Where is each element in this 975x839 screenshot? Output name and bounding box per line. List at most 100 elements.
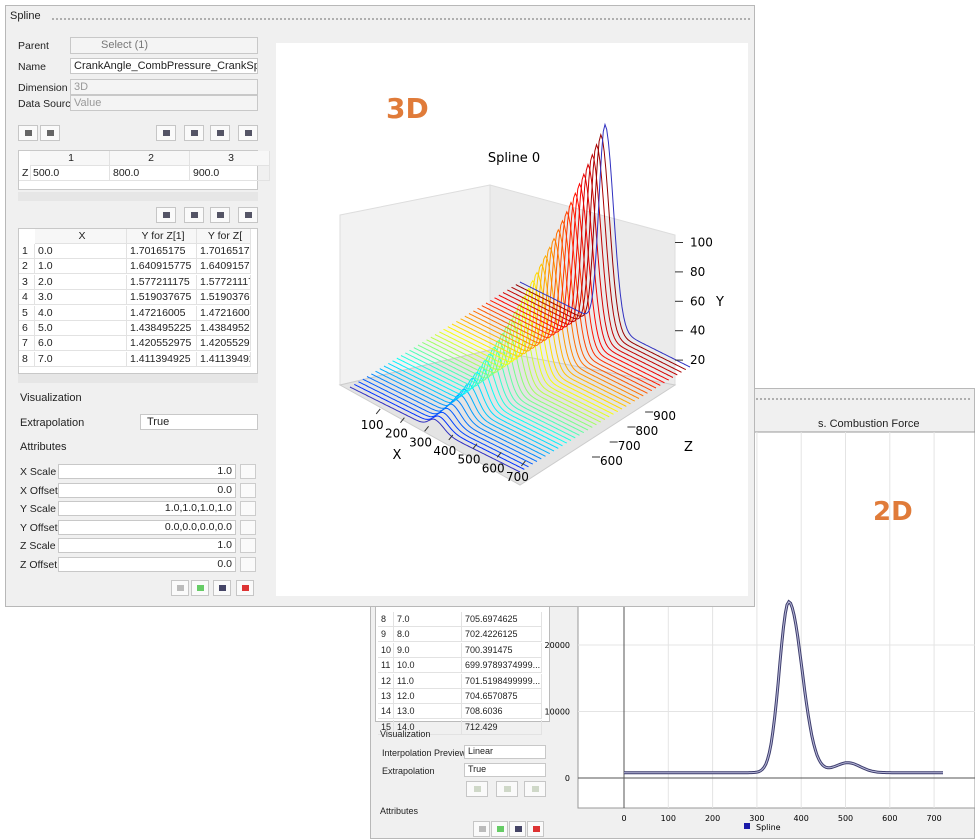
x-tick-label: 500: [838, 814, 853, 823]
table-cell: 6.0: [35, 336, 127, 352]
icon-button[interactable]: [524, 781, 546, 797]
surface-line: [447, 279, 619, 413]
surface-line: [456, 263, 627, 407]
x-tick: [424, 425, 429, 432]
icon-glyph: [47, 130, 54, 136]
icon-button[interactable]: [18, 125, 38, 141]
icon-glyph: [514, 826, 522, 832]
table-cell: 10.0: [394, 658, 462, 674]
field-label: Z Scale: [20, 540, 56, 552]
icon-button[interactable]: [171, 580, 189, 596]
x-tick-label: 600: [482, 461, 505, 475]
icon-glyph: [197, 585, 204, 591]
braces-button[interactable]: [240, 501, 256, 516]
table-cell: 1.0: [35, 259, 127, 275]
x-tick-label: 100: [361, 418, 384, 432]
x-tick: [521, 460, 526, 467]
icon-button[interactable]: [210, 207, 230, 223]
braces-button[interactable]: [240, 538, 256, 553]
icon-glyph: [163, 130, 170, 136]
icon-button[interactable]: [156, 207, 176, 223]
column-header: X: [35, 229, 127, 244]
text-input[interactable]: 0.0: [58, 556, 236, 572]
table-cell: 8.0: [394, 627, 462, 643]
badge: 2D: [873, 497, 913, 527]
x-tick-label: 500: [458, 453, 481, 467]
icon-button[interactable]: [156, 125, 176, 141]
table-cell: 8: [19, 351, 35, 367]
section-header: Visualization: [20, 392, 82, 404]
icon-button[interactable]: [191, 580, 209, 596]
surface-line: [468, 237, 640, 399]
column-header: 3: [190, 151, 270, 166]
x-axis-label: X: [393, 448, 402, 463]
table-cell: 1.420552975: [127, 336, 197, 352]
z-tick-label: 600: [600, 454, 623, 468]
selector[interactable]: Select (1): [70, 37, 258, 54]
braces-button[interactable]: [240, 464, 256, 479]
icon-glyph: [177, 585, 184, 591]
table-cell: 1.640915775: [197, 259, 251, 275]
icon-button[interactable]: [184, 207, 204, 223]
icon-button[interactable]: [238, 207, 258, 223]
icon-button[interactable]: [491, 821, 508, 837]
icon-button[interactable]: [40, 125, 60, 141]
table-cell: 900.0: [190, 166, 270, 181]
table-cell: 1.438495225: [197, 321, 251, 336]
field-label: Z Offset: [20, 558, 58, 571]
icon-button[interactable]: [184, 125, 204, 141]
table-cell: 3.0: [35, 290, 127, 306]
text-input[interactable]: CrankAngle_CombPressure_CrankSpeed: [70, 58, 258, 74]
icon-glyph: [245, 212, 252, 218]
surface-line: [422, 325, 593, 428]
z-axis-label: Z: [684, 440, 693, 455]
y-tick-label: 10000: [545, 708, 570, 717]
braces-button[interactable]: [240, 482, 256, 498]
icon-button[interactable]: [473, 821, 490, 837]
braces-button[interactable]: [240, 556, 256, 572]
y-tick-label: 100: [690, 236, 713, 250]
field-label: Name: [18, 61, 47, 73]
field-label: Interpolation Preview: [382, 748, 467, 758]
icon-glyph: [163, 212, 170, 218]
table-cell: 10: [378, 642, 394, 658]
surface-line: [519, 122, 691, 368]
dropdown[interactable]: True: [140, 414, 258, 430]
dropdown[interactable]: True: [464, 763, 546, 777]
column-header: 1: [30, 151, 110, 166]
text-input[interactable]: 1.0: [58, 464, 236, 479]
surface-line: [439, 295, 610, 418]
table-cell: 705.6974625: [462, 612, 542, 627]
y-tick-label: 80: [690, 265, 705, 279]
x-tick-label: 400: [794, 814, 809, 823]
icon-button[interactable]: [238, 125, 258, 141]
dropdown[interactable]: Linear: [464, 745, 546, 759]
text-input[interactable]: 1.0,1.0,1.0,1.0: [58, 501, 236, 516]
icon-button[interactable]: [527, 821, 544, 837]
x-tick-label: 700: [506, 470, 529, 484]
legend-swatch: [744, 823, 750, 829]
table-cell: 11.0: [394, 673, 462, 689]
icon-button[interactable]: [509, 821, 526, 837]
column-header: Y for Z[1]: [127, 229, 197, 244]
field-label: Dimension: [18, 82, 68, 94]
table-cell: 8: [378, 612, 394, 627]
title-bar-grip: [751, 397, 971, 401]
text-input[interactable]: 1.0: [58, 538, 236, 553]
icon-button[interactable]: [236, 580, 254, 596]
x-tick-label: 100: [661, 814, 676, 823]
icon-glyph: [191, 212, 198, 218]
curve-2d-highlight: [624, 601, 943, 774]
braces-button[interactable]: [240, 519, 256, 535]
icon-button[interactable]: [213, 580, 231, 596]
icon-button[interactable]: [496, 781, 518, 797]
text-input[interactable]: 0.0,0.0,0.0,0.0: [58, 519, 236, 535]
table-cell: 702.4226125: [462, 627, 542, 643]
table-cell: 2.0: [35, 274, 127, 290]
table-cell: 699.9789374999...: [462, 658, 542, 674]
icon-button[interactable]: [466, 781, 488, 797]
text-input[interactable]: 0.0: [58, 482, 236, 498]
icon-button[interactable]: [210, 125, 230, 141]
icon-glyph: [25, 130, 32, 136]
